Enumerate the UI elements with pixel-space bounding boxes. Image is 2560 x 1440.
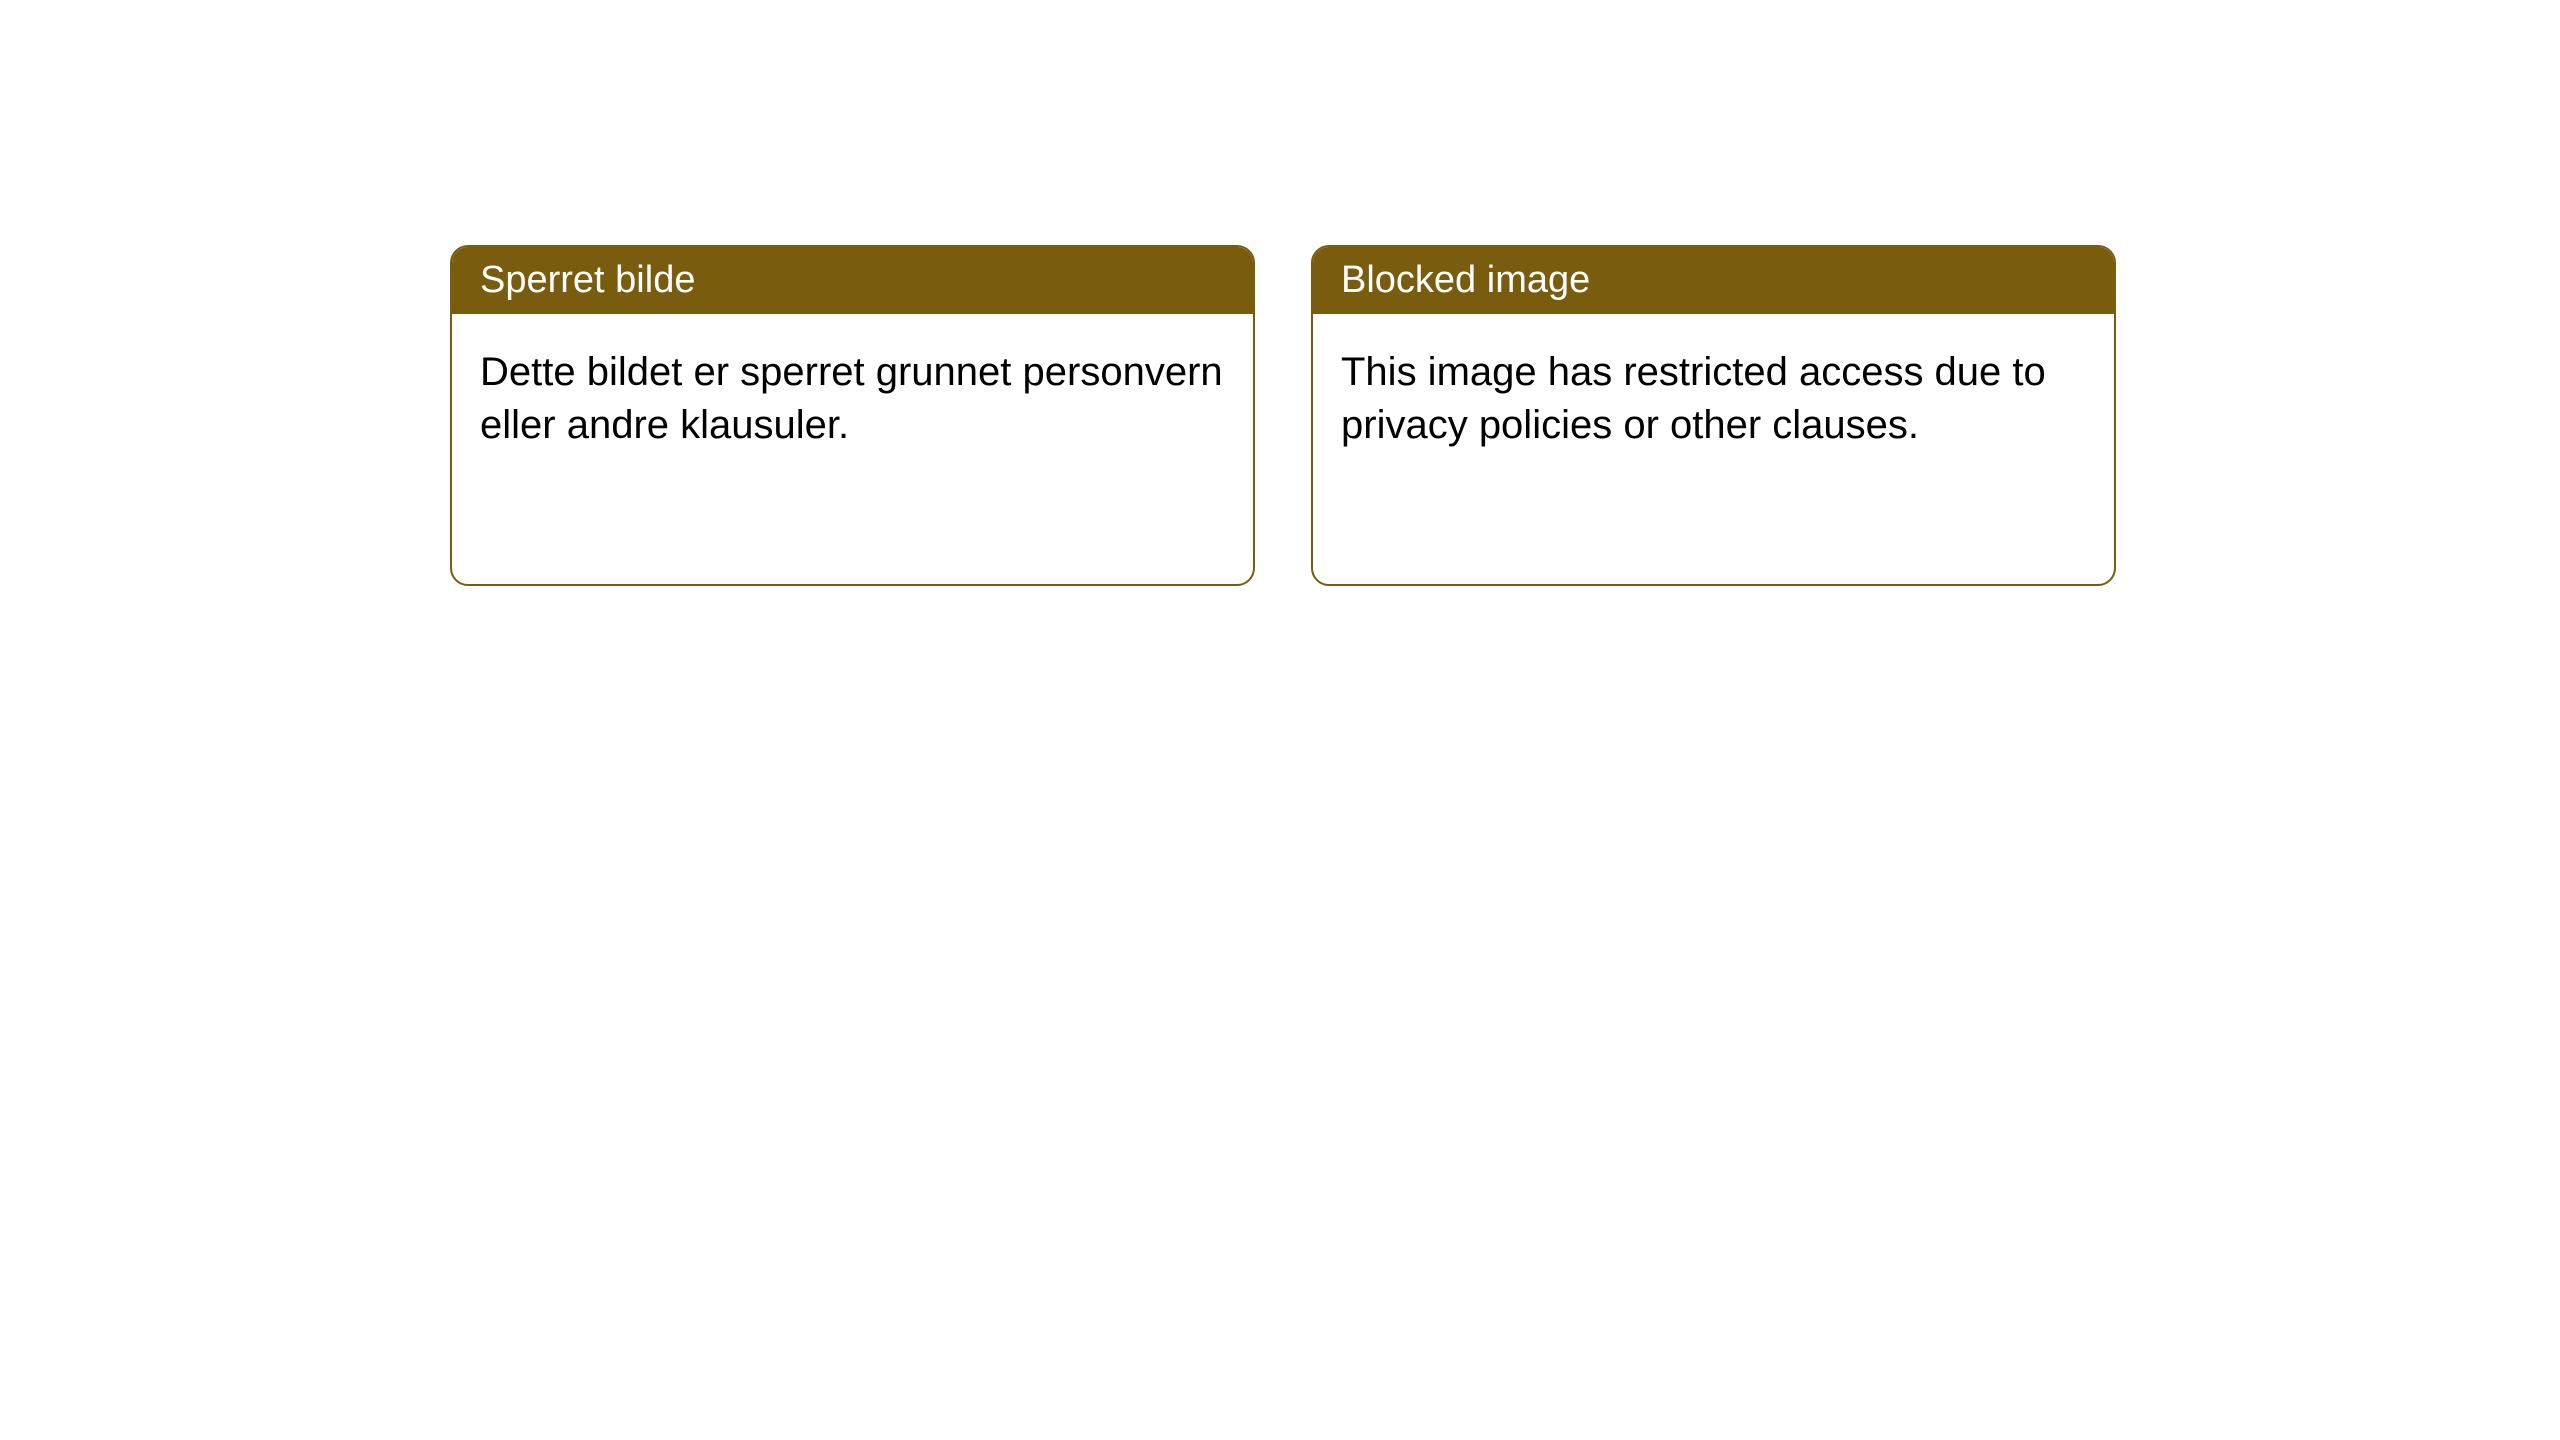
card-body: This image has restricted access due to …	[1313, 314, 2114, 584]
notice-cards-container: Sperret bilde Dette bildet er sperret gr…	[0, 0, 2560, 586]
card-body-text: This image has restricted access due to …	[1341, 350, 2046, 447]
card-header: Blocked image	[1313, 247, 2114, 314]
card-title: Sperret bilde	[480, 259, 695, 301]
card-title: Blocked image	[1341, 259, 1590, 301]
card-header: Sperret bilde	[452, 247, 1253, 314]
card-body-text: Dette bildet er sperret grunnet personve…	[480, 350, 1223, 447]
blocked-image-card-en: Blocked image This image has restricted …	[1311, 245, 2116, 586]
card-body: Dette bildet er sperret grunnet personve…	[452, 314, 1253, 584]
blocked-image-card-no: Sperret bilde Dette bildet er sperret gr…	[450, 245, 1255, 586]
